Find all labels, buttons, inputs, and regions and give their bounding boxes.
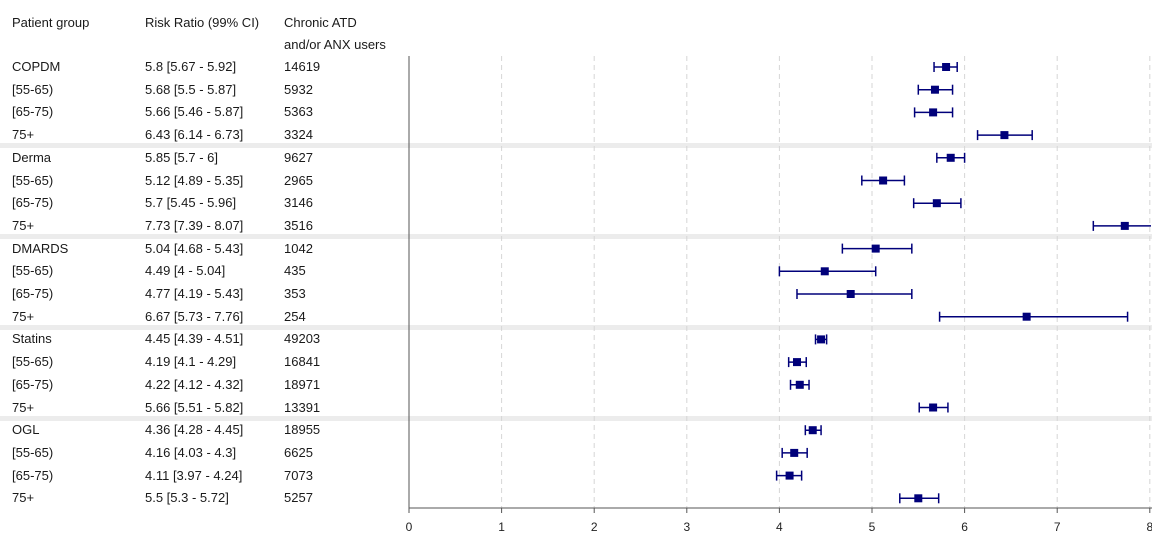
users-count: 2965 [284, 172, 313, 188]
risk-ratio-text: 5.85 [5.7 - 6] [145, 149, 218, 165]
group-label: 75+ [12, 217, 35, 233]
point-estimate [942, 63, 951, 71]
x-tick-label: 2 [591, 520, 598, 534]
group-label: OGL [12, 422, 40, 438]
point-estimate [914, 494, 923, 503]
header-patient-group: Patient group [12, 15, 90, 30]
users-count: 435 [284, 263, 306, 279]
risk-ratio-text: 5.5 [5.3 - 5.72] [145, 490, 229, 506]
risk-ratio-text: 4.19 [4.1 - 4.29] [145, 354, 237, 370]
users-count: 3324 [284, 127, 313, 143]
risk-ratio-text: 4.45 [4.39 - 4.51] [145, 331, 244, 347]
risk-ratio-text: 5.66 [5.46 - 5.87] [145, 104, 244, 120]
users-count: 3516 [284, 217, 313, 233]
point-estimate [1120, 221, 1129, 230]
group-label: [55-65) [12, 172, 54, 188]
risk-ratio-text: 4.16 [4.03 - 4.3] [145, 444, 237, 460]
header-users-line1: Chronic ATD [284, 15, 357, 30]
risk-ratio-text: 5.12 [4.89 - 5.35] [145, 172, 244, 188]
point-estimate [932, 199, 941, 208]
point-estimate [795, 380, 804, 389]
risk-ratio-text: 5.8 [5.67 - 5.92] [145, 59, 237, 74]
point-estimate [820, 267, 829, 276]
point-estimate [946, 153, 955, 162]
risk-ratio-text: 6.67 [5.73 - 7.76] [145, 308, 244, 324]
point-estimate [879, 176, 888, 185]
x-tick-label: 3 [683, 520, 690, 534]
group-label: [55-65) [12, 263, 54, 279]
users-count: 18955 [284, 422, 321, 438]
group-label: [55-65) [12, 354, 54, 370]
users-count: 14619 [284, 59, 321, 74]
users-count: 5363 [284, 104, 313, 120]
group-label: [65-75) [12, 195, 54, 211]
users-count: 254 [284, 308, 306, 324]
users-count: 49203 [284, 331, 321, 347]
x-tick-label: 1 [498, 520, 505, 534]
users-count: 16841 [284, 354, 321, 370]
users-count: 5932 [284, 81, 313, 97]
point-estimate [790, 448, 799, 457]
x-tick-label: 4 [776, 520, 783, 534]
group-label: [65-75) [12, 286, 54, 301]
group-label: [65-75) [12, 104, 54, 120]
risk-ratio-text: 4.22 [4.12 - 4.32] [145, 376, 244, 392]
risk-ratio-text: 4.11 [3.97 - 4.24] [145, 467, 243, 483]
group-label: [55-65) [12, 444, 54, 460]
header-risk-ratio: Risk Ratio (99% CI) [145, 15, 260, 30]
risk-ratio-text: 7.73 [7.39 - 8.07] [145, 217, 244, 233]
x-tick-label: 0 [406, 520, 413, 534]
group-separator [0, 234, 1152, 240]
users-count: 5257 [284, 490, 313, 506]
risk-ratio-text: 5.68 [5.5 - 5.87] [145, 81, 237, 97]
point-estimate [930, 85, 939, 94]
risk-ratio-text: 5.7 [5.45 - 5.96] [145, 195, 237, 211]
risk-ratio-text: 5.66 [5.51 - 5.82] [145, 399, 244, 415]
group-label: 75+ [12, 308, 35, 324]
x-tick-label: 7 [1054, 520, 1061, 534]
group-label: 75+ [12, 127, 35, 143]
x-tick-label: 8 [1146, 520, 1152, 534]
risk-ratio-text: 4.36 [4.28 - 4.45] [145, 422, 244, 438]
users-count: 3146 [284, 195, 313, 211]
group-label: DMARDS [12, 240, 69, 256]
group-label: 75+ [12, 399, 35, 415]
point-estimate [871, 244, 880, 253]
users-count: 353 [284, 286, 306, 301]
users-count: 1042 [284, 240, 313, 256]
point-estimate [846, 290, 855, 298]
users-count: 6625 [284, 444, 313, 460]
point-estimate [808, 426, 817, 435]
users-count: 13391 [284, 399, 321, 415]
group-label: Derma [12, 149, 52, 165]
group-label: 75+ [12, 490, 35, 506]
group-label: [55-65) [12, 81, 54, 97]
users-count: 18971 [284, 376, 321, 392]
risk-ratio-text: 5.04 [4.68 - 5.43] [145, 240, 244, 256]
group-separator [0, 325, 1152, 331]
header-users-line2: and/or ANX users [284, 37, 386, 52]
group-label: [65-75) [12, 376, 54, 392]
users-count: 9627 [284, 149, 313, 165]
risk-ratio-text: 4.77 [4.19 - 5.43] [145, 286, 244, 301]
group-separator [0, 143, 1152, 149]
point-estimate [1022, 312, 1031, 321]
point-estimate [1000, 131, 1009, 140]
x-tick-label: 5 [869, 520, 876, 534]
point-estimate [817, 335, 826, 344]
users-count: 7073 [284, 467, 313, 483]
risk-ratio-text: 6.43 [6.14 - 6.73] [145, 127, 244, 143]
group-separator [0, 415, 1152, 421]
group-label: [65-75) [12, 467, 54, 483]
group-label: COPDM [12, 59, 61, 74]
risk-ratio-text: 4.49 [4 - 5.04] [145, 263, 226, 279]
point-estimate [792, 358, 801, 367]
point-estimate [929, 403, 938, 412]
x-tick-label: 6 [961, 520, 968, 534]
point-estimate [929, 108, 938, 117]
group-label: Statins [12, 331, 52, 347]
point-estimate [785, 471, 794, 480]
